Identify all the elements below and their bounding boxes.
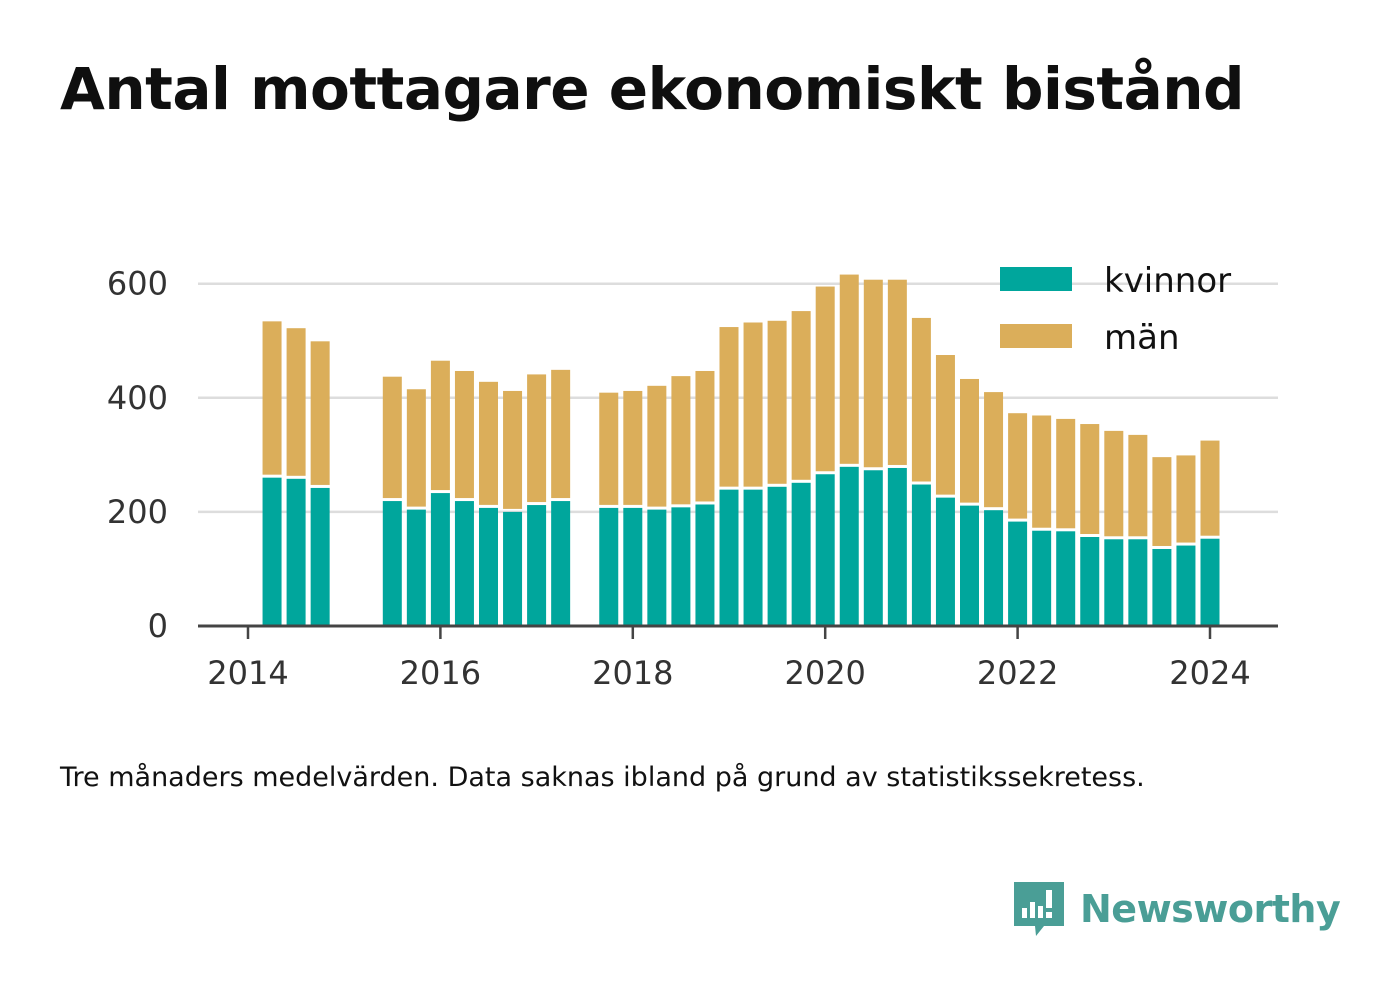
bar-man <box>815 286 835 472</box>
y-tick-label: 0 <box>148 607 168 645</box>
bar-man <box>960 378 979 503</box>
bar-kvinnor <box>1128 539 1148 626</box>
bar-kvinnor <box>839 466 859 626</box>
bar-kvinnor <box>503 511 523 626</box>
bar-man <box>382 376 402 499</box>
bar-kvinnor <box>454 501 474 626</box>
bar-man <box>430 360 450 491</box>
bar-man <box>406 389 426 507</box>
x-tick-label: 2016 <box>400 654 481 692</box>
bar-kvinnor <box>286 478 306 626</box>
bar-man <box>839 274 859 464</box>
bar-man <box>1200 440 1220 536</box>
bar-kvinnor <box>1032 530 1052 626</box>
bar-man <box>527 374 547 503</box>
legend-label: kvinnor <box>1104 261 1231 301</box>
bar-man <box>1152 457 1172 546</box>
bar-kvinnor <box>960 505 979 626</box>
bar-kvinnor <box>262 477 282 626</box>
bar-man <box>743 322 763 487</box>
legend-swatch <box>1000 267 1072 291</box>
bar-man <box>479 381 498 505</box>
bar-man <box>671 376 691 505</box>
bar-man <box>286 328 306 476</box>
bar-kvinnor <box>815 474 835 626</box>
bar-kvinnor <box>527 505 547 626</box>
bar-man <box>599 392 619 505</box>
bar-kvinnor <box>984 510 1004 626</box>
brand-name: Newsworthy <box>1080 887 1341 931</box>
bar-kvinnor <box>1176 545 1196 626</box>
brand: Newsworthy <box>1010 878 1341 940</box>
bar-kvinnor <box>599 507 619 626</box>
bar-kvinnor <box>863 470 883 626</box>
bar-man <box>984 392 1004 508</box>
x-tick-label: 2024 <box>1169 654 1250 692</box>
x-tick-label: 2018 <box>592 654 673 692</box>
bar-kvinnor <box>647 509 667 626</box>
bar-man <box>1104 430 1124 537</box>
bar-kvinnor <box>551 501 571 626</box>
y-tick-label: 600 <box>107 265 168 303</box>
bar-kvinnor <box>1104 539 1124 626</box>
bar-kvinnor <box>911 484 931 626</box>
legend-label: män <box>1104 318 1180 358</box>
bar-man <box>1032 415 1052 528</box>
bar-man <box>503 390 523 509</box>
bar-man <box>1128 434 1148 537</box>
bar-man <box>887 279 907 465</box>
bar-kvinnor <box>671 507 691 626</box>
bar-man <box>454 370 474 499</box>
bar-kvinnor <box>1152 548 1172 626</box>
chart-caption: Tre månaders medelvärden. Data saknas ib… <box>60 762 1145 793</box>
bar-man <box>551 369 571 499</box>
bar-kvinnor <box>1056 531 1076 626</box>
bar-kvinnor <box>887 467 907 626</box>
bar-man <box>791 311 811 480</box>
x-tick-label: 2020 <box>784 654 865 692</box>
legend-swatch <box>1000 324 1072 348</box>
bar-man <box>647 385 667 507</box>
bar-man <box>767 320 787 484</box>
legend: kvinnor män <box>1000 261 1231 358</box>
bar-kvinnor <box>479 507 498 626</box>
y-axis: 0 200 400 600 <box>107 265 168 645</box>
bar-kvinnor <box>935 497 955 626</box>
bar-man <box>863 279 883 468</box>
bar-kvinnor <box>382 501 402 626</box>
bar-man <box>695 370 715 502</box>
bar-kvinnor <box>791 482 811 626</box>
chart: 2014 2016 2018 2020 2022 2024 0 200 400 600 kvin… <box>107 261 1278 692</box>
y-tick-label: 200 <box>107 493 168 531</box>
newsworthy-logo-icon <box>1014 882 1064 936</box>
bar-man <box>1008 413 1028 519</box>
chart-title: Antal mottagare ekonomiskt bistånd <box>60 55 1245 123</box>
x-axis: 2014 2016 2018 2020 2022 2024 <box>198 624 1278 692</box>
bar-kvinnor <box>623 507 643 626</box>
bar-kvinnor <box>1080 537 1100 626</box>
bar-man <box>1176 455 1196 543</box>
bar-kvinnor <box>1200 538 1220 626</box>
bar-kvinnor <box>430 493 450 626</box>
bar-kvinnor <box>406 509 426 626</box>
bar-kvinnor <box>743 489 763 626</box>
bar-man <box>623 390 643 505</box>
bars <box>262 274 1220 626</box>
bar-man <box>911 317 931 482</box>
bar-kvinnor <box>719 489 739 626</box>
bar-man <box>1056 418 1076 529</box>
bar-kvinnor <box>1008 521 1028 626</box>
bar-man <box>310 341 330 485</box>
bar-kvinnor <box>695 504 715 626</box>
bar-kvinnor <box>767 486 787 626</box>
y-tick-label: 400 <box>107 379 168 417</box>
x-tick-label: 2014 <box>207 654 288 692</box>
bar-man <box>262 321 282 475</box>
bar-man <box>1080 424 1100 535</box>
bar-man <box>719 327 739 487</box>
bar-man <box>935 355 955 495</box>
x-tick-label: 2022 <box>977 654 1058 692</box>
bar-kvinnor <box>310 487 330 626</box>
